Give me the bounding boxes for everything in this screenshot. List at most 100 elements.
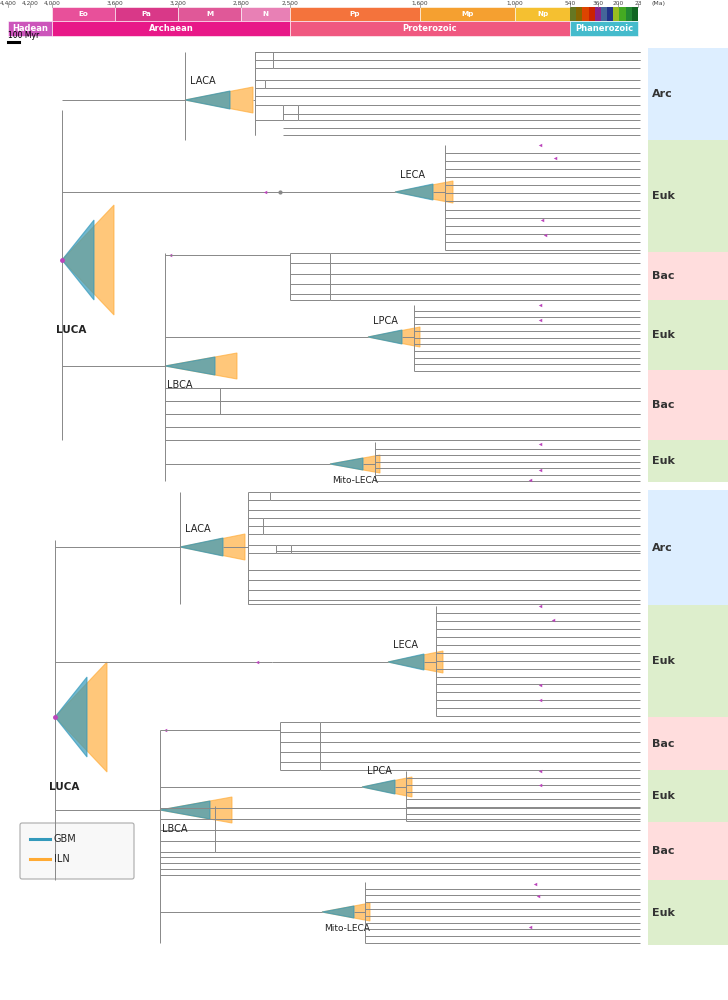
Text: 1,000: 1,000 <box>507 1 523 6</box>
Bar <box>648 440 728 482</box>
Polygon shape <box>165 357 215 375</box>
Polygon shape <box>362 777 412 797</box>
Polygon shape <box>395 184 433 200</box>
Text: Bac: Bac <box>652 846 675 856</box>
Bar <box>582 7 588 21</box>
Text: 4,200: 4,200 <box>22 1 39 6</box>
Polygon shape <box>368 327 420 347</box>
Polygon shape <box>185 87 253 113</box>
Polygon shape <box>55 662 107 772</box>
Text: (Ma): (Ma) <box>651 1 665 6</box>
Text: 4,000: 4,000 <box>44 1 60 6</box>
Text: Euk: Euk <box>652 791 675 801</box>
Bar <box>648 605 728 717</box>
Bar <box>648 880 728 945</box>
Polygon shape <box>62 205 114 315</box>
Text: LECA: LECA <box>400 170 425 180</box>
Bar <box>648 770 728 822</box>
Text: Arc: Arc <box>652 89 673 99</box>
Text: Euk: Euk <box>652 908 675 918</box>
Polygon shape <box>160 797 232 823</box>
Bar <box>420 7 515 21</box>
Polygon shape <box>362 780 395 794</box>
Bar <box>601 7 607 21</box>
Text: 2,500: 2,500 <box>282 1 298 6</box>
Polygon shape <box>180 534 245 560</box>
Text: LACA: LACA <box>185 524 210 534</box>
Bar <box>613 7 620 21</box>
Bar <box>625 7 632 21</box>
Text: LPCA: LPCA <box>367 766 392 776</box>
Bar <box>115 7 178 21</box>
Text: Archaean: Archaean <box>149 24 194 33</box>
Polygon shape <box>160 801 210 819</box>
Bar <box>290 21 570 36</box>
Text: Np: Np <box>537 11 548 17</box>
Text: 360: 360 <box>593 1 604 6</box>
Text: Bac: Bac <box>652 400 675 410</box>
Bar <box>648 822 728 880</box>
Polygon shape <box>180 538 223 556</box>
Text: M: M <box>206 11 213 17</box>
Text: Bac: Bac <box>652 739 675 749</box>
Text: Phanerozoic: Phanerozoic <box>575 24 633 33</box>
Bar <box>648 490 728 605</box>
Bar <box>648 717 728 770</box>
Bar <box>648 48 728 140</box>
Text: Mito-LECA: Mito-LECA <box>332 476 378 485</box>
Text: Mito-LECA: Mito-LECA <box>324 924 370 933</box>
Bar <box>178 7 241 21</box>
Bar <box>632 7 638 21</box>
Text: Bac: Bac <box>652 271 675 281</box>
Text: Euk: Euk <box>652 456 675 466</box>
Bar <box>648 140 728 252</box>
Text: Pp: Pp <box>349 11 360 17</box>
Text: LECA: LECA <box>393 640 418 650</box>
Text: LUCA: LUCA <box>49 782 79 792</box>
Text: Eo: Eo <box>79 11 88 17</box>
Text: 100 Myr: 100 Myr <box>8 31 39 40</box>
Text: Mp: Mp <box>462 11 474 17</box>
Polygon shape <box>55 677 87 757</box>
Polygon shape <box>62 220 94 300</box>
Text: Arc: Arc <box>652 543 673 553</box>
Bar <box>595 7 601 21</box>
Text: 200: 200 <box>612 1 624 6</box>
Bar <box>52 21 290 36</box>
Text: 3,600: 3,600 <box>106 1 123 6</box>
Text: 540: 540 <box>564 1 576 6</box>
Polygon shape <box>368 330 402 344</box>
Text: LBCA: LBCA <box>162 824 188 834</box>
Text: 3,200: 3,200 <box>170 1 186 6</box>
Bar <box>570 7 576 21</box>
Bar <box>648 252 728 300</box>
Text: Hadean: Hadean <box>12 24 48 33</box>
Bar <box>241 7 290 21</box>
Text: Euk: Euk <box>652 656 675 666</box>
Polygon shape <box>330 458 363 470</box>
Bar <box>620 7 625 21</box>
Polygon shape <box>165 353 237 379</box>
Bar <box>290 7 420 21</box>
Polygon shape <box>388 651 443 673</box>
Text: GBM: GBM <box>54 834 76 844</box>
Bar <box>648 370 728 440</box>
Polygon shape <box>322 903 370 921</box>
Bar <box>52 7 115 21</box>
Bar <box>648 300 728 370</box>
Bar <box>570 21 638 36</box>
Polygon shape <box>185 91 230 109</box>
Text: 4,400: 4,400 <box>0 1 17 6</box>
Text: 23: 23 <box>634 1 642 6</box>
Text: Pa: Pa <box>141 11 151 17</box>
Text: LUCA: LUCA <box>56 325 87 335</box>
Polygon shape <box>322 906 354 918</box>
Bar <box>576 7 582 21</box>
Text: ILN: ILN <box>54 854 70 864</box>
Text: Proterozoic: Proterozoic <box>403 24 457 33</box>
Bar <box>515 7 570 21</box>
Text: LACA: LACA <box>190 76 215 86</box>
Polygon shape <box>330 455 380 473</box>
Bar <box>8 21 52 36</box>
Bar <box>588 7 595 21</box>
